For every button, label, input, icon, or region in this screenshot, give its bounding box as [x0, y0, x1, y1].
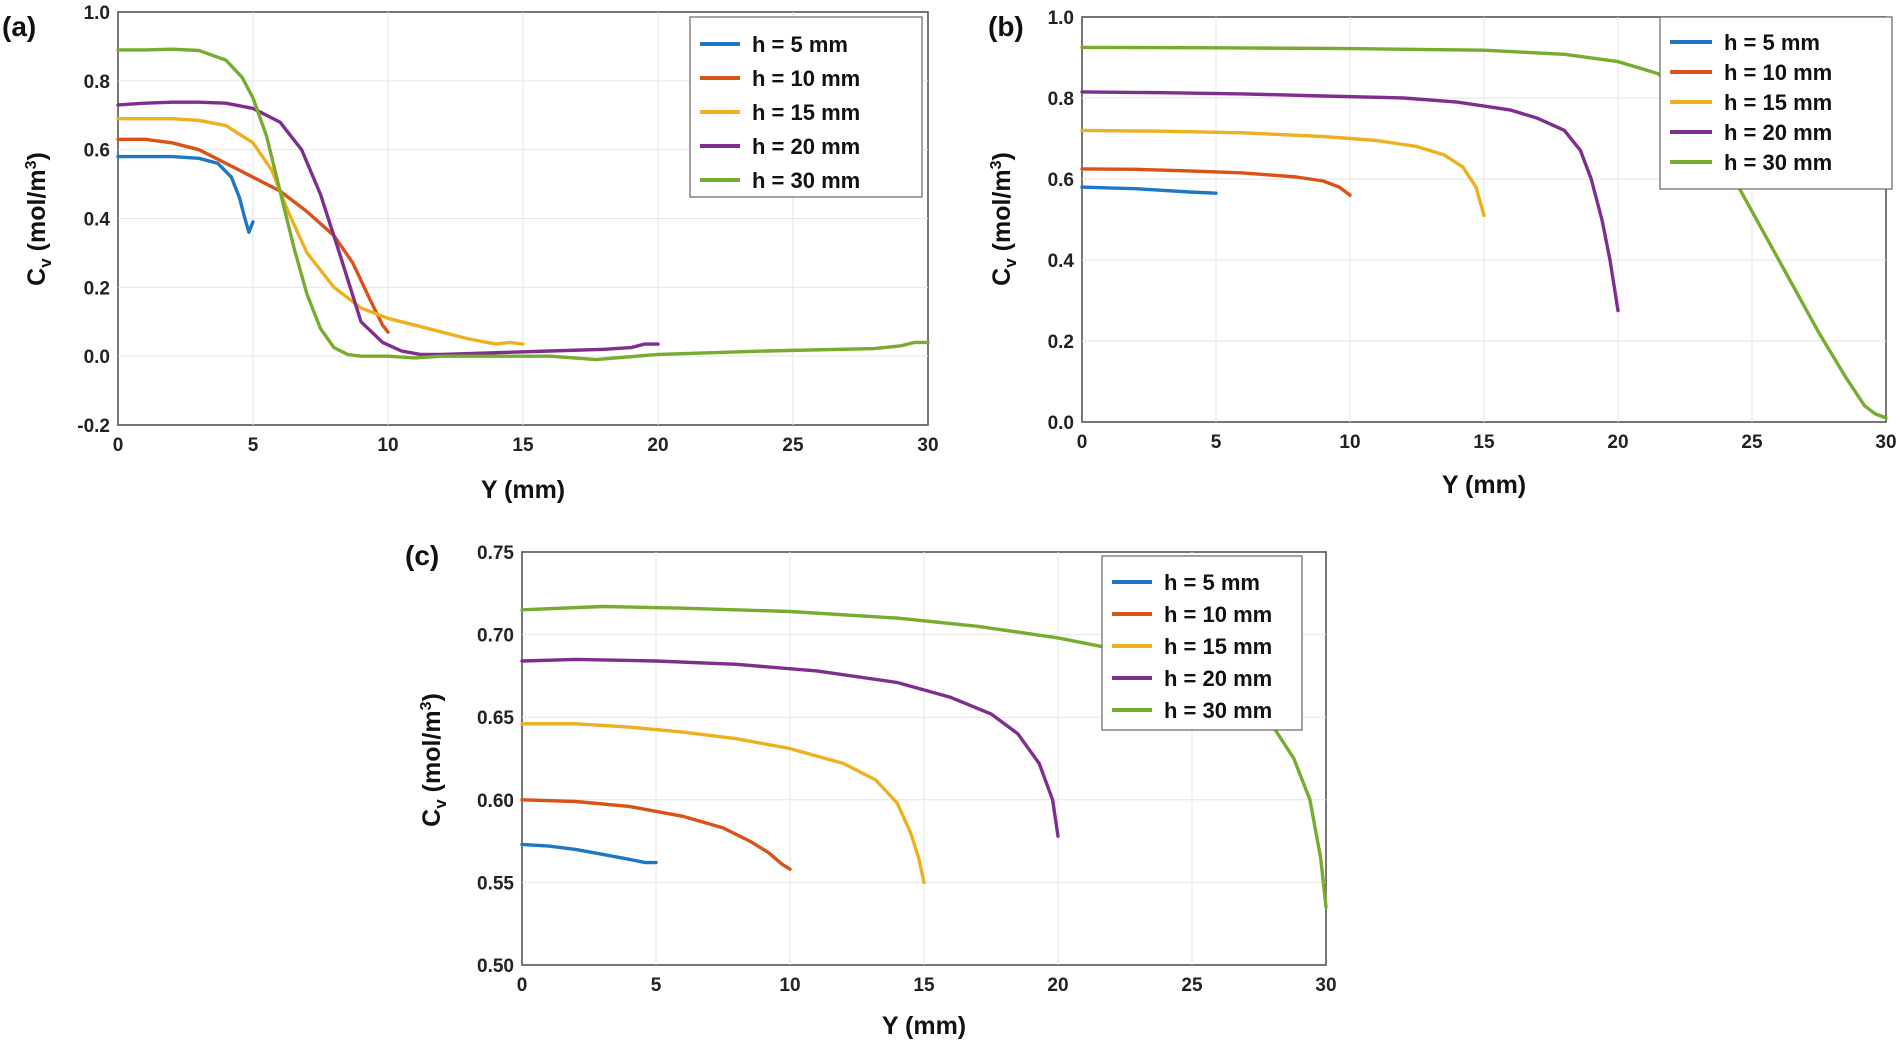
legend-box-a [689, 16, 923, 198]
x-tick-label-c: 25 [1181, 975, 1203, 996]
y-tick-label-a: 0.0 [84, 347, 110, 368]
panel-label-b: (b) [988, 11, 1024, 42]
x-tick-label-b: 25 [1741, 432, 1763, 453]
x-tick-label-a: 0 [113, 435, 124, 456]
panel-label-a: (a) [2, 11, 36, 42]
legend-c: h = 5 mm h = 10 mm h = 15 mm h = 20 mm h = 3… [1101, 555, 1303, 731]
y-tick-label-c: 0.50 [477, 956, 514, 977]
y-tick-label-a: 0.2 [84, 278, 110, 299]
y-tick-label-a: -0.2 [77, 416, 110, 437]
legend-box-c [1101, 555, 1303, 731]
legend-label-h15-c: h = 15 mm [1164, 634, 1272, 659]
x-tick-label-a: 10 [377, 435, 398, 456]
legend-label-h30-a: h = 30 mm [752, 168, 860, 193]
x-tick-label-b: 30 [1875, 432, 1896, 453]
y-tick-label-a: 0.4 [84, 210, 111, 231]
x-axis-label-c: Y (mm) [882, 1012, 966, 1040]
series-line-h20-a [116, 100, 660, 357]
series-line-h15-b [1080, 128, 1486, 218]
x-tick-label-b: 10 [1339, 432, 1360, 453]
y-tick-label-b: 0.2 [1048, 332, 1074, 353]
legend-b: h = 5 mm h = 10 mm h = 15 mm h = 20 mm h = 3… [1659, 16, 1893, 190]
series-line-h30-a [116, 47, 930, 362]
panel-label-c: (c) [405, 540, 439, 571]
series-line-h5-c [520, 842, 658, 865]
legend-label-h30-b: h = 30 mm [1724, 150, 1832, 175]
series-line-h5-a [116, 154, 255, 234]
x-tick-label-c: 0 [517, 975, 528, 996]
legend-label-h5-c: h = 5 mm [1164, 570, 1260, 595]
series-line-h15-a [116, 117, 525, 346]
y-tick-label-c: 0.70 [477, 626, 514, 647]
legend-label-h20-c: h = 20 mm [1164, 666, 1272, 691]
legend-label-h20-a: h = 20 mm [752, 134, 860, 159]
x-tick-label-a: 30 [917, 435, 938, 456]
y-tick-label-b: 1.0 [1048, 8, 1074, 29]
legend-label-h5-a: h = 5 mm [752, 32, 848, 57]
panel-b: (b) 0 5 10 15 20 25 30 0.0 0.2 0.4 0.6 0.8 1.0 Y (mm… [988, 8, 1897, 499]
x-tick-label-a: 15 [512, 435, 534, 456]
x-tick-label-b: 5 [1211, 432, 1222, 453]
legend-label-h15-a: h = 15 mm [752, 100, 860, 125]
y-tick-label-a: 0.6 [84, 141, 110, 162]
x-tick-label-b: 15 [1473, 432, 1495, 453]
legend-label-h20-b: h = 20 mm [1724, 120, 1832, 145]
x-tick-label-a: 20 [647, 435, 668, 456]
y-tick-label-c: 0.75 [477, 543, 514, 564]
panel-a: (a) 0 5 10 15 20 25 30 -0.2 0.0 0.2 0.4 0.6 0.8 1.0 Y… [2, 3, 939, 504]
series-line-h20-b [1080, 90, 1620, 313]
x-tick-label-a: 5 [248, 435, 259, 456]
y-tick-label-b: 0.6 [1048, 170, 1074, 191]
series-line-h10-b [1080, 167, 1352, 197]
y-tick-label-b: 0.4 [1048, 251, 1075, 272]
y-tick-label-a: 0.8 [84, 72, 110, 93]
x-tick-label-c: 30 [1315, 975, 1336, 996]
y-tick-label-b: 0.8 [1048, 89, 1074, 110]
legend-label-h10-a: h = 10 mm [752, 66, 860, 91]
y-axis-label-c: Cv (mol/m3) [418, 693, 450, 827]
series-line-h15-c [520, 722, 926, 885]
legend-label-h5-b: h = 5 mm [1724, 30, 1820, 55]
x-tick-label-a: 25 [782, 435, 804, 456]
y-axis-label-b: Cv (mol/m3) [988, 152, 1020, 286]
series-line-h10-c [520, 798, 792, 871]
legend-label-h15-b: h = 15 mm [1724, 90, 1832, 115]
y-tick-label-c: 0.55 [477, 873, 514, 894]
legend-label-h10-c: h = 10 mm [1164, 602, 1272, 627]
x-tick-label-b: 0 [1077, 432, 1088, 453]
legend-label-h30-c: h = 30 mm [1164, 698, 1272, 723]
x-tick-label-b: 20 [1607, 432, 1628, 453]
x-tick-label-c: 10 [779, 975, 800, 996]
x-tick-label-c: 20 [1047, 975, 1068, 996]
series-line-h20-c [520, 657, 1060, 838]
y-tick-label-c: 0.60 [477, 791, 514, 812]
legend-a: h = 5 mm h = 10 mm h = 15 mm h = 20 mm h = 3… [689, 16, 923, 198]
x-axis-label-a: Y (mm) [481, 476, 565, 504]
panel-c: (c) 0 5 10 15 20 25 30 0.50 0.55 0.60 0.65 0.70 0.75… [405, 540, 1337, 1040]
y-axis-label-a: Cv (mol/m3) [23, 152, 55, 286]
x-tick-label-c: 15 [913, 975, 935, 996]
y-tick-label-a: 1.0 [84, 3, 110, 24]
legend-label-h10-b: h = 10 mm [1724, 60, 1832, 85]
y-tick-label-b: 0.0 [1048, 413, 1074, 434]
x-tick-label-c: 5 [651, 975, 662, 996]
y-tick-label-c: 0.65 [477, 708, 514, 729]
series-line-h5-b [1080, 185, 1218, 195]
x-axis-label-b: Y (mm) [1442, 471, 1526, 499]
